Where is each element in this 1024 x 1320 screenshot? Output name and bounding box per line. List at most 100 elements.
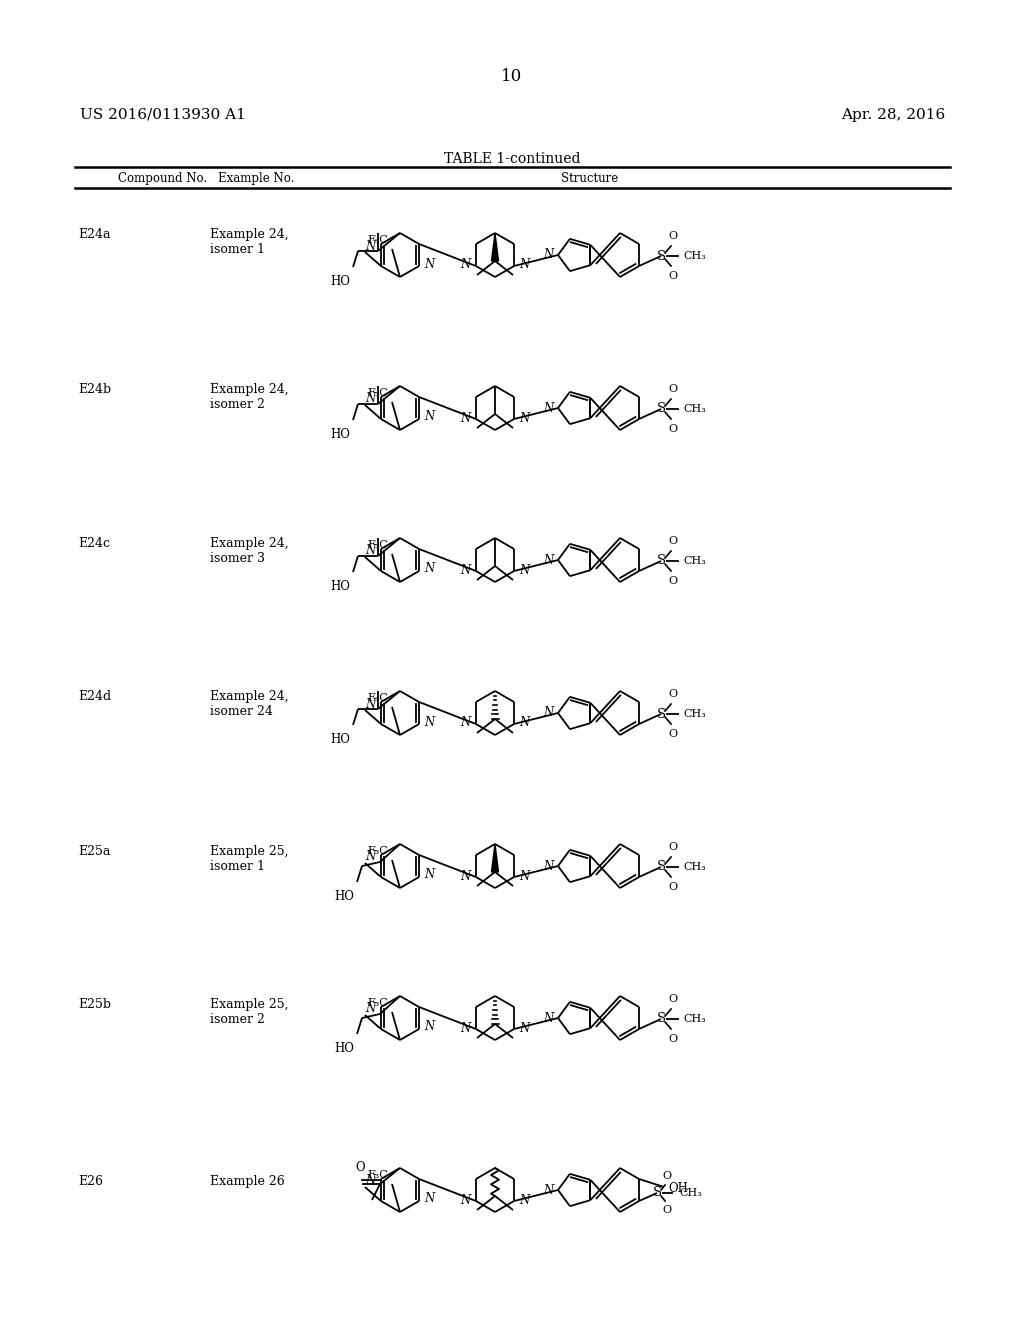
Text: F₃C: F₃C <box>368 693 388 704</box>
Text: F₃C: F₃C <box>368 998 388 1008</box>
Text: HO: HO <box>334 890 354 903</box>
Text: N: N <box>366 850 376 863</box>
Text: F₃C: F₃C <box>368 235 388 246</box>
Text: N: N <box>424 869 434 882</box>
Text: HO: HO <box>330 428 350 441</box>
Text: S: S <box>656 554 666 568</box>
Text: N: N <box>543 1184 553 1196</box>
Text: N: N <box>461 1022 471 1035</box>
Text: Example 24,
isomer 24: Example 24, isomer 24 <box>210 690 289 718</box>
Text: CH₃: CH₃ <box>683 862 706 873</box>
Text: N: N <box>366 544 376 557</box>
Text: O: O <box>355 1162 365 1173</box>
Text: N: N <box>543 706 553 719</box>
Polygon shape <box>492 843 499 873</box>
Text: Example 25,
isomer 1: Example 25, isomer 1 <box>210 845 289 873</box>
Text: CH₃: CH₃ <box>683 404 706 414</box>
Text: N: N <box>461 870 471 883</box>
Text: HO: HO <box>330 275 350 288</box>
Text: O: O <box>669 384 678 393</box>
Text: O: O <box>669 271 678 281</box>
Text: O: O <box>663 1205 672 1214</box>
Text: N: N <box>424 411 434 424</box>
Text: N: N <box>461 412 471 425</box>
Text: N: N <box>519 412 529 425</box>
Text: F₃C: F₃C <box>368 1170 388 1180</box>
Text: N: N <box>519 717 529 730</box>
Text: N: N <box>424 715 434 729</box>
Text: HO: HO <box>334 1041 354 1055</box>
Text: N: N <box>461 717 471 730</box>
Text: N: N <box>424 1020 434 1034</box>
Text: Example 24,
isomer 1: Example 24, isomer 1 <box>210 228 289 256</box>
Text: Example 26: Example 26 <box>210 1175 285 1188</box>
Text: O: O <box>669 842 678 851</box>
Text: N: N <box>366 392 376 405</box>
Text: S: S <box>656 708 666 721</box>
Text: Example 24,
isomer 3: Example 24, isomer 3 <box>210 537 289 565</box>
Text: Compound No.: Compound No. <box>118 172 207 185</box>
Text: O: O <box>669 576 678 586</box>
Text: N: N <box>519 1193 529 1206</box>
Text: Structure: Structure <box>561 172 618 185</box>
Text: N: N <box>519 564 529 577</box>
Text: F₃C: F₃C <box>368 846 388 855</box>
Text: N: N <box>543 248 553 261</box>
Text: E24c: E24c <box>78 537 110 550</box>
Text: N: N <box>543 1011 553 1024</box>
Text: TABLE 1-continued: TABLE 1-continued <box>443 152 581 166</box>
Text: E24b: E24b <box>78 383 112 396</box>
Text: S: S <box>656 861 666 874</box>
Text: N: N <box>543 401 553 414</box>
Text: HO: HO <box>330 733 350 746</box>
Text: N: N <box>461 1193 471 1206</box>
Text: E24a: E24a <box>78 228 111 242</box>
Text: N: N <box>519 870 529 883</box>
Text: O: O <box>669 1034 678 1044</box>
Text: US 2016/0113930 A1: US 2016/0113930 A1 <box>80 108 246 121</box>
Text: N: N <box>519 259 529 272</box>
Text: F₃C: F₃C <box>368 540 388 550</box>
Text: E25b: E25b <box>78 998 111 1011</box>
Text: N: N <box>366 239 376 252</box>
Text: Example 24,
isomer 2: Example 24, isomer 2 <box>210 383 289 411</box>
Polygon shape <box>492 234 499 261</box>
Text: Example 25,
isomer 2: Example 25, isomer 2 <box>210 998 289 1026</box>
Text: F₃C: F₃C <box>368 388 388 399</box>
Text: S: S <box>656 1012 666 1026</box>
Text: N: N <box>424 562 434 576</box>
Text: 10: 10 <box>502 69 522 84</box>
Text: O: O <box>669 536 678 546</box>
Text: N: N <box>543 859 553 873</box>
Text: N: N <box>424 257 434 271</box>
Text: CH₃: CH₃ <box>683 1014 706 1024</box>
Text: CH₃: CH₃ <box>683 556 706 566</box>
Text: Apr. 28, 2016: Apr. 28, 2016 <box>841 108 945 121</box>
Text: E24d: E24d <box>78 690 112 704</box>
Text: N: N <box>461 259 471 272</box>
Text: N: N <box>366 697 376 710</box>
Text: O: O <box>669 729 678 739</box>
Text: S: S <box>656 403 666 416</box>
Text: O: O <box>669 882 678 892</box>
Text: Example No.: Example No. <box>218 172 294 185</box>
Text: CH₃: CH₃ <box>683 709 706 719</box>
Text: N: N <box>461 564 471 577</box>
Text: S: S <box>652 1187 662 1200</box>
Text: O: O <box>669 424 678 434</box>
Text: N: N <box>366 1175 376 1188</box>
Text: S: S <box>656 249 666 263</box>
Text: CH₃: CH₃ <box>683 251 706 261</box>
Text: N: N <box>424 1192 434 1205</box>
Text: HO: HO <box>330 579 350 593</box>
Text: O: O <box>663 1171 672 1181</box>
Text: E25a: E25a <box>78 845 111 858</box>
Text: O: O <box>669 689 678 700</box>
Text: CH₃: CH₃ <box>679 1188 701 1199</box>
Text: O: O <box>669 231 678 242</box>
Text: O: O <box>669 994 678 1005</box>
Text: E26: E26 <box>78 1175 103 1188</box>
Text: OH: OH <box>668 1183 688 1196</box>
Text: N: N <box>366 1002 376 1015</box>
Text: N: N <box>543 553 553 566</box>
